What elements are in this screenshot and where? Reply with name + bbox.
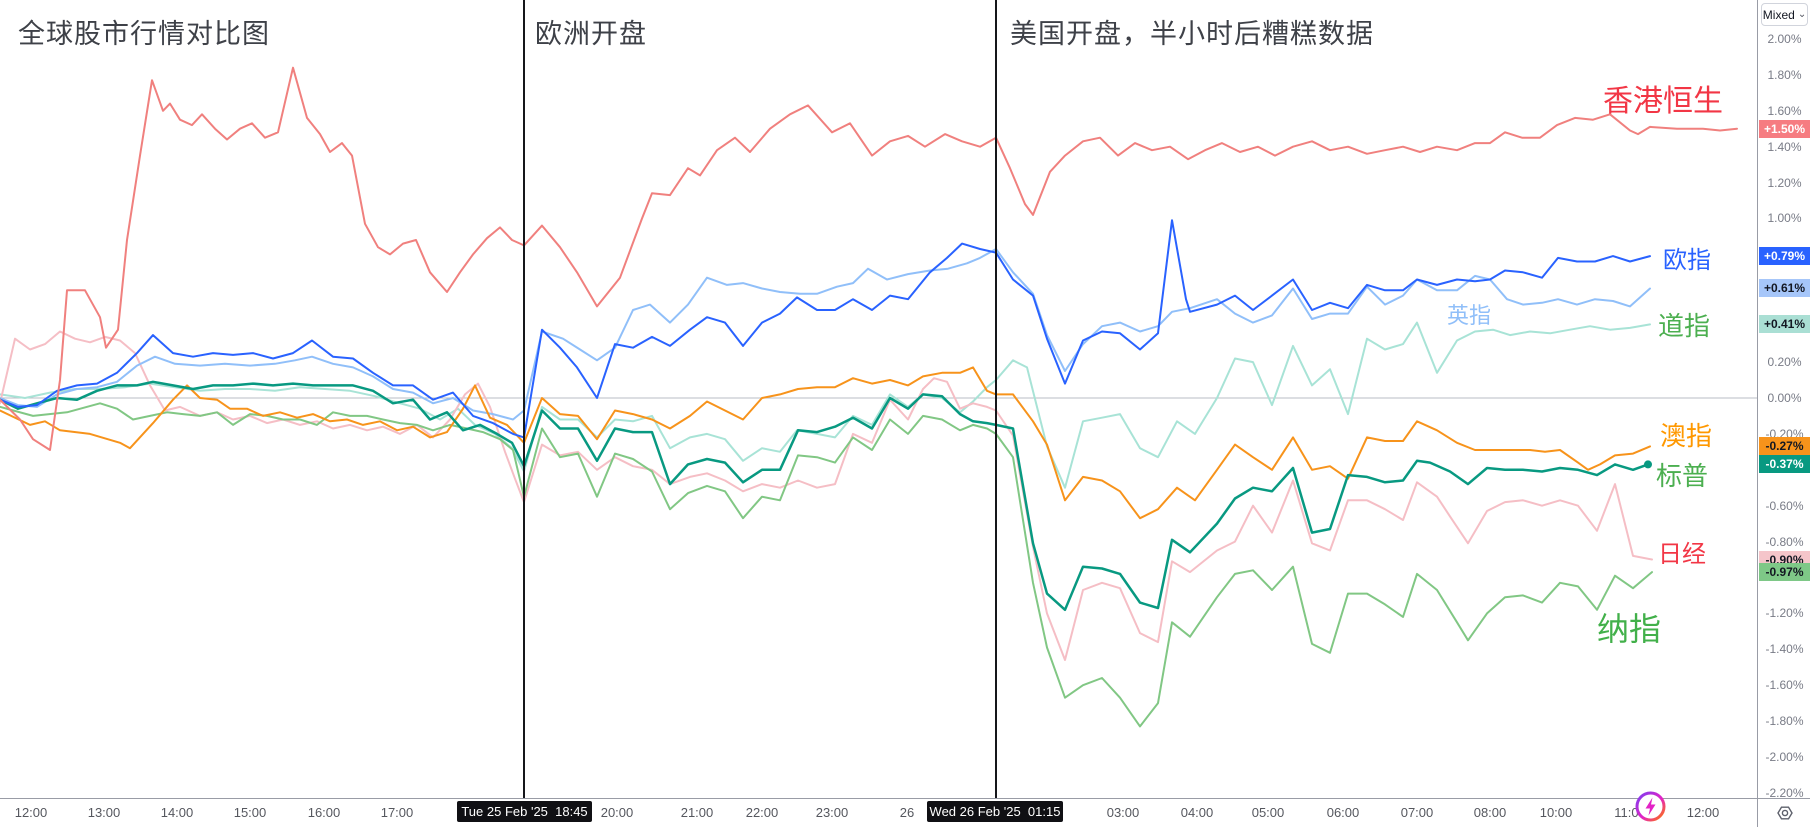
price-badge-asx-index: -0.27% bbox=[1759, 437, 1810, 456]
price-tick-label: -2.00% bbox=[1765, 749, 1804, 764]
price-tick-label: -1.60% bbox=[1765, 678, 1804, 693]
series-label-ftse-index: 英指 bbox=[1447, 303, 1492, 328]
price-badge-euro-index: +0.79% bbox=[1759, 247, 1810, 266]
price-tick-label: -2.20% bbox=[1765, 785, 1804, 800]
series-line-nasdaq-index[interactable] bbox=[0, 402, 1653, 728]
price-tick-label: 1.40% bbox=[1767, 139, 1802, 154]
time-tick-label: 22:00 bbox=[745, 805, 779, 820]
series-line-dow-index[interactable] bbox=[0, 321, 1651, 489]
time-tick-label: 05:00 bbox=[1251, 805, 1285, 820]
event-line-us-open[interactable] bbox=[995, 0, 997, 798]
price-tick-label: -0.60% bbox=[1765, 498, 1804, 513]
time-tick-label: 07:00 bbox=[1400, 805, 1434, 820]
time-tick-label: 04:00 bbox=[1180, 805, 1214, 820]
time-tick-label: 13:00 bbox=[87, 805, 121, 820]
time-tick-label: 08:00 bbox=[1473, 805, 1507, 820]
time-tick-label: 17:00 bbox=[380, 805, 414, 820]
price-scale-settings-icon[interactable] bbox=[1776, 804, 1794, 822]
series-line-euro-index[interactable] bbox=[0, 219, 1651, 439]
time-tick-label: 12:00 bbox=[1686, 805, 1720, 820]
price-badge-hang-seng: +1.50% bbox=[1759, 119, 1810, 138]
price-badge-nasdaq-index: -0.97% bbox=[1759, 563, 1810, 582]
scale-settings-cell bbox=[1757, 798, 1810, 827]
price-scale[interactable]: 2.00% 1.80% 1.60% 1.40% 1.20% 1.00% 0.20% 0.00%… bbox=[1757, 0, 1810, 800]
series-line-hang-seng[interactable] bbox=[0, 66, 1738, 451]
series-label-asx-index: 澳指 bbox=[1660, 421, 1713, 451]
time-tick-label: 26 bbox=[899, 805, 915, 820]
time-tick-label: 23:00 bbox=[815, 805, 849, 820]
series-line-sp500-index[interactable] bbox=[0, 380, 1650, 612]
time-tick-label: 14:00 bbox=[160, 805, 194, 820]
annotation-europe-open: 欧洲开盘 bbox=[535, 19, 647, 49]
time-tick-label: 06:00 bbox=[1326, 805, 1360, 820]
price-tick-label: 1.20% bbox=[1767, 175, 1802, 190]
price-tick-label: 0.20% bbox=[1767, 355, 1802, 370]
scale-mode-label: Mixed bbox=[1762, 7, 1795, 22]
time-scale[interactable]: 12:00 13:00 14:00 15:00 16:00 17:00 20:00 21:00… bbox=[0, 798, 1810, 827]
time-tick-label: 16:00 bbox=[307, 805, 341, 820]
time-marker-badge: Tue 25 Feb '25 18:45 bbox=[457, 801, 592, 822]
price-tick-label: -1.40% bbox=[1765, 642, 1804, 657]
series-label-nasdaq-index: 纳指 bbox=[1597, 611, 1662, 647]
price-tick-label: 1.80% bbox=[1767, 67, 1802, 82]
chevron-down-icon: ⌄ bbox=[1797, 8, 1807, 20]
price-badge-sp500-index: -0.37% bbox=[1759, 455, 1810, 474]
brand-logo-icon[interactable] bbox=[1634, 790, 1667, 823]
page-title: 全球股市行情对比图 bbox=[18, 19, 270, 49]
annotation-us-open: 美国开盘，半小时后糟糕数据 bbox=[1010, 19, 1374, 49]
scale-mode-button[interactable]: Mixed ⌄ bbox=[1761, 3, 1808, 26]
price-tick-label: -1.20% bbox=[1765, 606, 1804, 621]
series-label-sp500-index: 标普 bbox=[1656, 461, 1709, 491]
series-label-nikkei-index: 日经 bbox=[1658, 541, 1706, 568]
time-tick-label: 12:00 bbox=[14, 805, 48, 820]
price-tick-label: 1.00% bbox=[1767, 211, 1802, 226]
chart-plot-area[interactable] bbox=[0, 0, 1757, 798]
price-badge-ftse-index: +0.61% bbox=[1759, 279, 1810, 298]
time-tick-label: 20:00 bbox=[600, 805, 634, 820]
time-tick-label: 10:00 bbox=[1539, 805, 1573, 820]
time-tick-label: 21:00 bbox=[680, 805, 714, 820]
price-tick-label: -0.20% bbox=[1765, 426, 1804, 441]
time-marker-badge: Wed 26 Feb '25 01:15 bbox=[927, 801, 1063, 822]
time-tick-label: 15:00 bbox=[233, 805, 267, 820]
price-tick-label: -1.80% bbox=[1765, 714, 1804, 729]
series-line-nikkei-index[interactable] bbox=[0, 330, 1653, 661]
price-badge-dow-index: +0.41% bbox=[1759, 315, 1810, 334]
price-tick-label: 1.60% bbox=[1767, 103, 1802, 118]
series-end-dot-sp500 bbox=[1644, 460, 1652, 469]
series-line-ftse-index[interactable] bbox=[0, 248, 1651, 421]
series-line-asx-index[interactable] bbox=[0, 366, 1651, 520]
time-tick-label: 03:00 bbox=[1106, 805, 1140, 820]
series-label-euro-index: 欧指 bbox=[1663, 247, 1711, 274]
price-tick-label: -0.80% bbox=[1765, 534, 1804, 549]
price-tick-label: 2.00% bbox=[1767, 31, 1802, 46]
series-label-dow-index: 道指 bbox=[1658, 311, 1711, 341]
event-line-europe-open[interactable] bbox=[523, 0, 525, 798]
series-label-hang-seng: 香港恒生 bbox=[1603, 85, 1723, 118]
price-tick-label: 0.00% bbox=[1767, 390, 1802, 405]
